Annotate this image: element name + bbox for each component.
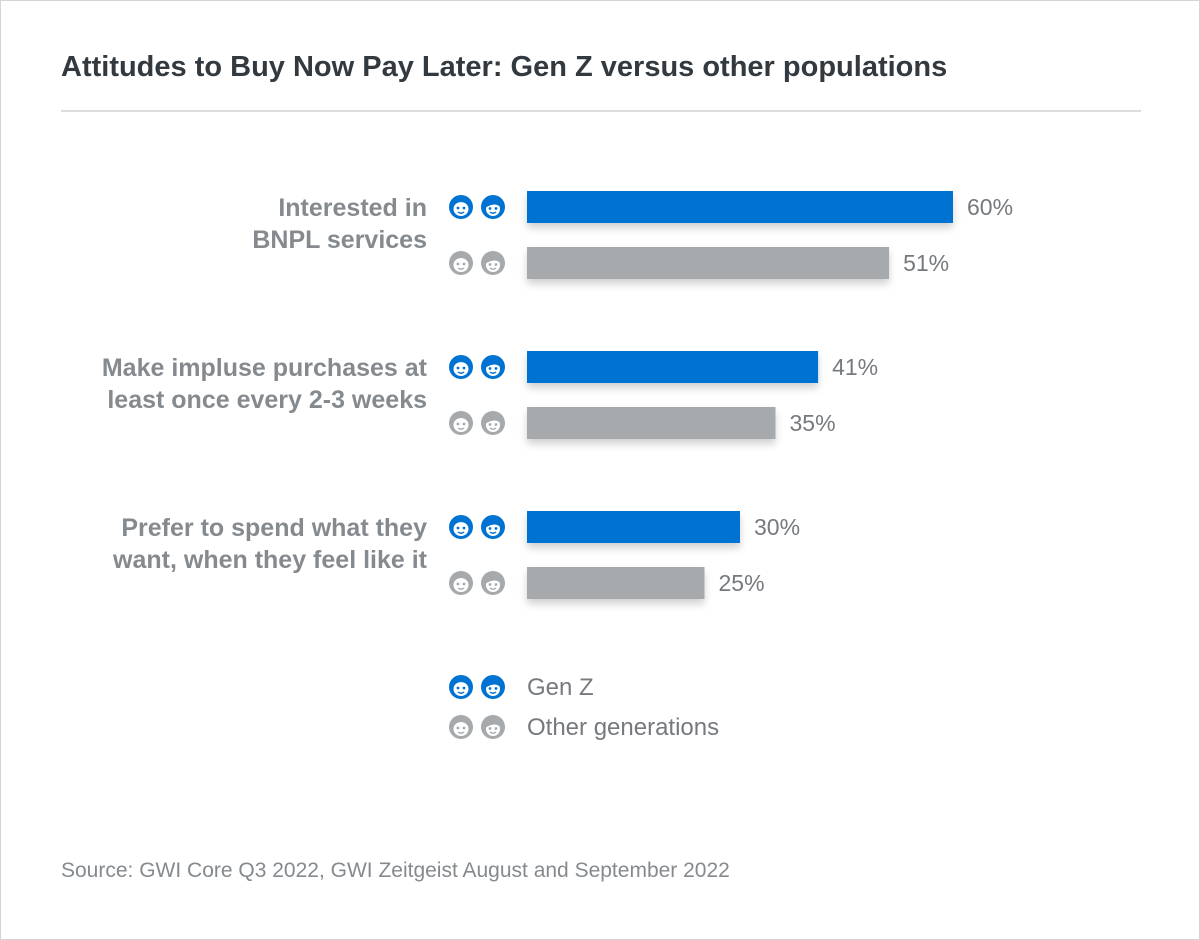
value-label: 60%	[967, 194, 1013, 220]
category-label: Prefer to spend what they want, when they…	[112, 514, 428, 574]
bar-chart: Interested in BNPL services 60% 51% Make imp…	[102, 191, 1013, 741]
value-label: 41%	[832, 354, 878, 380]
bar-gen-z	[527, 351, 819, 383]
bar-other-generations	[527, 567, 705, 599]
category-label: Make impluse purchases at least once ever…	[102, 354, 428, 414]
gen-z-people-icon	[449, 195, 505, 219]
legend-label-gen-z: Gen Z	[527, 674, 594, 701]
category-label: Interested in BNPL services	[252, 194, 427, 254]
other-generations-people-icon	[449, 571, 505, 595]
bar-gen-z	[527, 191, 953, 223]
bar-other-generations	[527, 407, 776, 439]
gen-z-people-icon	[449, 515, 505, 539]
gen-z-people-icon	[449, 355, 505, 379]
value-label: 35%	[790, 410, 836, 436]
value-label: 25%	[719, 570, 765, 596]
other-generations-people-icon	[449, 251, 505, 275]
other-generations-people-icon	[449, 411, 505, 435]
chart-title: Attitudes to Buy Now Pay Later: Gen Z ve…	[61, 51, 948, 83]
bar-other-generations	[527, 247, 890, 279]
value-label: 30%	[754, 514, 800, 540]
legend-other-generations-people-icon	[449, 715, 505, 739]
bar-gen-z	[527, 511, 740, 543]
legend-gen-z-people-icon	[449, 675, 505, 699]
title-divider	[61, 110, 1141, 112]
source-note: Source: GWI Core Q3 2022, GWI Zeitgeist …	[61, 859, 730, 882]
legend-label-other-generations: Other generations	[527, 714, 719, 741]
value-label: 51%	[903, 250, 949, 276]
